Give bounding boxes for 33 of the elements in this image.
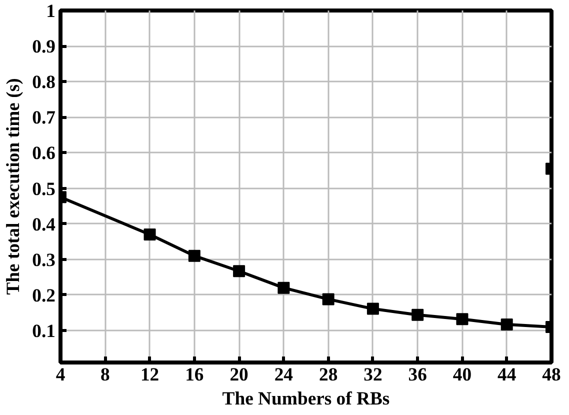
x-tick-label: 12 xyxy=(140,364,160,386)
x-axis-title: The Numbers of RBs xyxy=(222,388,390,410)
x-tick-label: 44 xyxy=(498,364,516,386)
x-tick-label: 28 xyxy=(318,364,338,386)
x-tick-label: 24 xyxy=(274,364,294,386)
y-tick-label: 0.2 xyxy=(32,285,56,306)
x-tick-label: 8 xyxy=(100,364,110,386)
y-tick-label: 0.6 xyxy=(32,143,56,164)
y-axis-title: The total execution time (s) xyxy=(3,78,24,295)
y-tick-label: 0.1 xyxy=(32,321,56,342)
y-tick-label: 1 xyxy=(46,1,56,22)
y-tick-label: 0.5 xyxy=(32,178,56,200)
y-tick-label: 0.3 xyxy=(32,250,56,271)
point xyxy=(366,302,379,315)
y-tick-label: 0.8 xyxy=(32,72,56,94)
point xyxy=(322,293,334,306)
x-tick-label: 16 xyxy=(185,364,204,386)
y-tick-label: 0.9 xyxy=(32,36,56,58)
point xyxy=(144,228,156,240)
x-tick-label: 4 xyxy=(56,364,66,386)
x-tick-label: 48 xyxy=(542,364,561,386)
point xyxy=(278,282,290,294)
x-tick-label: 36 xyxy=(408,364,427,386)
y-tick-label: 0.7 xyxy=(32,108,56,129)
y-tick-label: 0.4 xyxy=(32,214,56,236)
x-tick-label: 20 xyxy=(230,364,248,386)
x-tick-label: 40 xyxy=(452,364,472,386)
point xyxy=(456,313,468,326)
point xyxy=(233,265,246,278)
x-tick-label: 32 xyxy=(364,364,382,386)
point xyxy=(412,308,424,321)
point xyxy=(188,250,200,262)
point xyxy=(500,318,513,330)
